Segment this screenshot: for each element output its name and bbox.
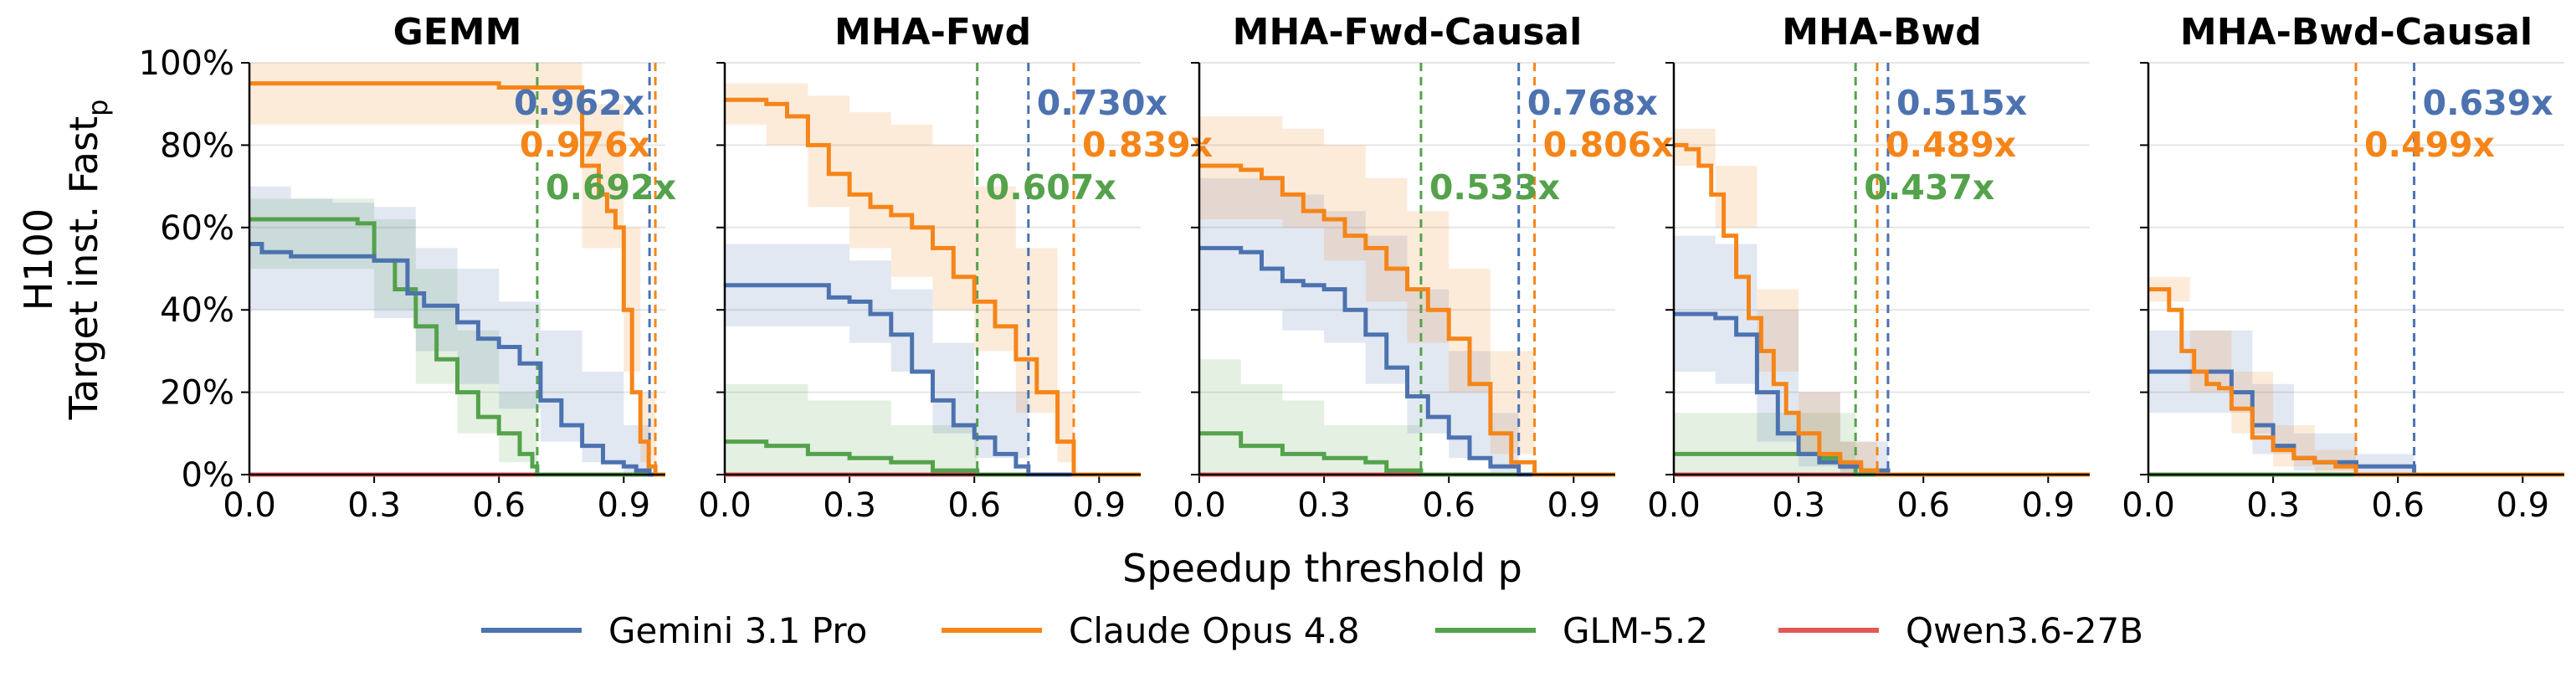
panel-title: MHA-Fwd [834,11,1031,54]
band-gemini [1199,177,1519,475]
x-tick-label: 0.6 [947,486,1001,525]
y-axis-label-main: Target inst. Fast [61,116,106,421]
threshold-label-glm: 0.607x [986,167,1116,208]
x-tick-label: 0.3 [347,486,401,525]
x-tick-label: 0.6 [1422,486,1475,525]
y-tick-label: 0% [182,456,234,495]
threshold-label-glm: 0.533x [1429,167,1560,208]
y-tick-label: 40% [160,291,234,330]
legend-label-claude: Claude Opus 4.8 [1069,610,1360,651]
x-tick-label: 0.3 [2246,486,2300,525]
panel-title: MHA-Bwd [1782,11,1982,54]
band-gemini [2148,330,2414,475]
series-line-claude [725,97,1141,477]
x-tick-label: 0.9 [1072,486,1126,525]
series-line-glm [1199,431,1615,477]
chart-panel-3: MHA-Fwd-Causal 0.0 0.3 0.6 0.9 0.768x0.806x0.… [1173,11,1674,525]
band-claude [725,83,1074,475]
band-glm [1674,413,1856,475]
x-tick-label: 0.9 [1547,486,1600,525]
threshold-label-gemini: 0.730x [1037,83,1167,123]
x-axis-label: Speedup threshold p [1122,546,1522,591]
y-tick-label: 80% [160,126,234,165]
x-tick-label: 0.0 [2122,486,2175,525]
threshold-label-gemini: 0.515x [1896,83,2027,123]
threshold-label-glm: 0.437x [1864,167,1994,208]
x-tick-label: 0.6 [472,486,526,525]
legend-label-gemini: Gemini 3.1 Pro [608,610,867,651]
panel-title: GEMM [393,11,522,54]
series-line-gemini [2148,369,2564,477]
y-tick-label: 60% [160,209,234,248]
panel-title: MHA-Fwd-Causal [1233,11,1583,54]
chart-panels: GEMM 0% 20% 40% 60% 80% 100% 0.0 0.3 0.6 0.9 0.962x… [139,11,2564,525]
threshold-label-gemini: 0.962x [514,83,644,123]
band-glm [725,383,978,475]
threshold-label-claude: 0.489x [1886,125,2016,165]
x-tick-label: 0.3 [1297,486,1351,525]
threshold-label-gemini: 0.768x [1527,83,1658,123]
series-line-claude [1674,142,2090,477]
y-tick-label: 100% [139,44,234,83]
series-line-claude [249,81,665,477]
threshold-label-glm: 0.692x [546,167,676,208]
band-gemini [1674,235,1888,475]
series-line-gemini [1199,245,1615,477]
threshold-label-claude: 0.806x [1543,125,1674,165]
series-line-claude [2148,287,2564,477]
band-glm [249,198,537,475]
panel-title: MHA-Bwd-Causal [2180,11,2532,54]
legend-label-glm: GLM-5.2 [1563,610,1708,651]
band-claude [2148,276,2356,475]
x-tick-label: 0.3 [823,486,876,525]
x-tick-label: 0.6 [1896,486,1950,525]
x-tick-label: 0.3 [1772,486,1825,525]
legend: Gemini 3.1 Pro Claude Opus 4.8 GLM-5.2 Qwen… [481,610,2143,651]
x-tick-label: 0.0 [1647,486,1701,525]
series-line-gemini [725,283,1141,477]
series-line-gemini [249,242,665,477]
series-line-claude [1199,163,1615,477]
x-tick-label: 0.0 [223,486,276,525]
y-axis-label: H100 Target inst. Fastp [16,100,114,421]
x-tick-label: 0.9 [597,486,650,525]
y-axis-label-line2: Target inst. Fastp [61,100,114,421]
x-tick-label: 0.9 [2021,486,2075,525]
x-tick-label: 0.0 [698,486,752,525]
series-line-glm [725,439,1141,477]
x-tick-label: 0.9 [2496,486,2549,525]
threshold-label-claude: 0.976x [520,125,650,165]
x-tick-label: 0.6 [2371,486,2425,525]
y-axis-label-subscript: p [82,100,114,116]
band-claude [249,63,656,475]
chart-panel-1: GEMM 0% 20% 40% 60% 80% 100% 0.0 0.3 0.6 0.9 0.962x… [139,11,676,525]
threshold-label-gemini: 0.639x [2423,83,2553,123]
y-tick-label: 20% [160,374,234,413]
threshold-label-claude: 0.499x [2364,125,2495,165]
y-axis-label-line1: H100 [16,208,61,311]
x-tick-label: 0.0 [1173,486,1226,525]
band-claude [1199,116,1535,475]
legend-label-qwen: Qwen3.6-27B [1906,610,2143,651]
